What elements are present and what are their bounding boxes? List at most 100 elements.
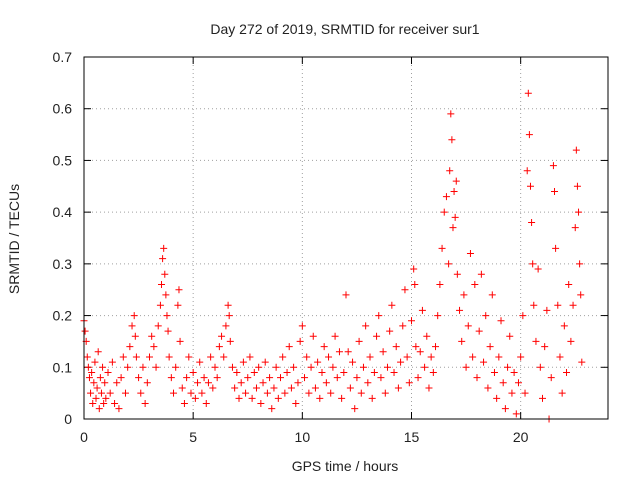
data-point xyxy=(309,332,317,340)
data-point xyxy=(92,394,100,402)
data-point xyxy=(549,162,557,170)
data-point xyxy=(399,322,407,330)
data-point xyxy=(411,281,419,289)
data-point xyxy=(202,399,210,407)
data-point xyxy=(366,353,374,361)
data-point xyxy=(355,337,363,345)
data-point xyxy=(119,353,127,361)
data-point xyxy=(471,281,479,289)
data-point xyxy=(541,343,549,351)
data-point xyxy=(473,374,481,382)
data-point xyxy=(294,379,302,387)
data-point xyxy=(259,379,267,387)
data-point xyxy=(200,374,208,382)
data-point xyxy=(560,322,568,330)
data-point xyxy=(490,368,498,376)
data-point xyxy=(81,327,89,335)
data-point xyxy=(88,368,96,376)
data-point xyxy=(252,384,260,392)
data-points xyxy=(80,89,586,423)
data-point xyxy=(93,384,101,392)
data-point xyxy=(231,384,239,392)
data-point xyxy=(401,286,409,294)
data-point xyxy=(331,332,339,340)
data-point xyxy=(429,368,437,376)
data-point xyxy=(124,363,132,371)
y-tick-label: 0 xyxy=(64,411,72,427)
data-point xyxy=(379,348,387,356)
data-point xyxy=(423,332,431,340)
data-point xyxy=(233,368,241,376)
y-axis-label: SRMTID / TECUs xyxy=(6,184,22,294)
data-point xyxy=(486,343,494,351)
x-tick-label: 10 xyxy=(295,429,311,445)
data-point xyxy=(427,353,435,361)
data-point xyxy=(246,353,254,361)
y-tick-label: 0.4 xyxy=(53,204,73,220)
data-point xyxy=(517,353,525,361)
data-point xyxy=(285,343,293,351)
data-point xyxy=(573,182,581,190)
data-point xyxy=(497,317,505,325)
data-point xyxy=(215,343,223,351)
data-point xyxy=(386,327,394,335)
data-point xyxy=(196,358,204,366)
data-point xyxy=(563,368,571,376)
data-point xyxy=(530,301,538,309)
data-point xyxy=(96,374,104,382)
data-point xyxy=(412,343,420,351)
data-point xyxy=(359,363,367,371)
data-point xyxy=(224,301,232,309)
data-point xyxy=(445,260,453,268)
data-point xyxy=(510,368,518,376)
plot-frame xyxy=(83,56,609,420)
data-point xyxy=(287,384,295,392)
data-point xyxy=(357,389,365,397)
data-point xyxy=(464,322,472,330)
data-point xyxy=(446,167,454,175)
data-point xyxy=(554,301,562,309)
x-axis-label: GPS time / hours xyxy=(292,458,399,474)
data-point xyxy=(333,374,341,382)
data-point xyxy=(466,250,474,258)
data-point xyxy=(218,332,226,340)
data-point xyxy=(183,374,191,382)
x-tick-labels: 0 5 10 15 20 xyxy=(80,429,529,445)
x-tick-label: 15 xyxy=(404,429,420,445)
y-tick-labels: 0 0.1 0.2 0.3 0.4 0.5 0.6 0.7 xyxy=(53,49,73,427)
data-point xyxy=(162,291,170,299)
data-point xyxy=(373,332,381,340)
data-point xyxy=(274,394,282,402)
data-point xyxy=(565,281,573,289)
data-point xyxy=(228,363,236,371)
data-point xyxy=(569,301,577,309)
data-point xyxy=(381,389,389,397)
data-point xyxy=(159,255,167,263)
data-point xyxy=(469,353,477,361)
data-point xyxy=(301,374,309,382)
data-point xyxy=(146,353,153,361)
data-point xyxy=(283,368,291,376)
data-point xyxy=(100,399,108,407)
data-point xyxy=(368,394,376,402)
data-point xyxy=(189,368,197,376)
data-point xyxy=(403,353,411,361)
data-point xyxy=(342,291,350,299)
data-point xyxy=(87,389,95,397)
data-point xyxy=(268,405,276,413)
data-point xyxy=(338,394,346,402)
data-point xyxy=(261,358,269,366)
data-point xyxy=(514,379,522,387)
data-point xyxy=(108,358,116,366)
data-point xyxy=(452,177,460,185)
data-point xyxy=(115,405,123,413)
data-point xyxy=(148,332,156,340)
data-point xyxy=(152,363,160,371)
data-point xyxy=(543,306,551,314)
data-point xyxy=(307,363,315,371)
data-point xyxy=(346,384,354,392)
data-point xyxy=(175,286,183,294)
data-point xyxy=(250,368,258,376)
data-point xyxy=(242,389,250,397)
